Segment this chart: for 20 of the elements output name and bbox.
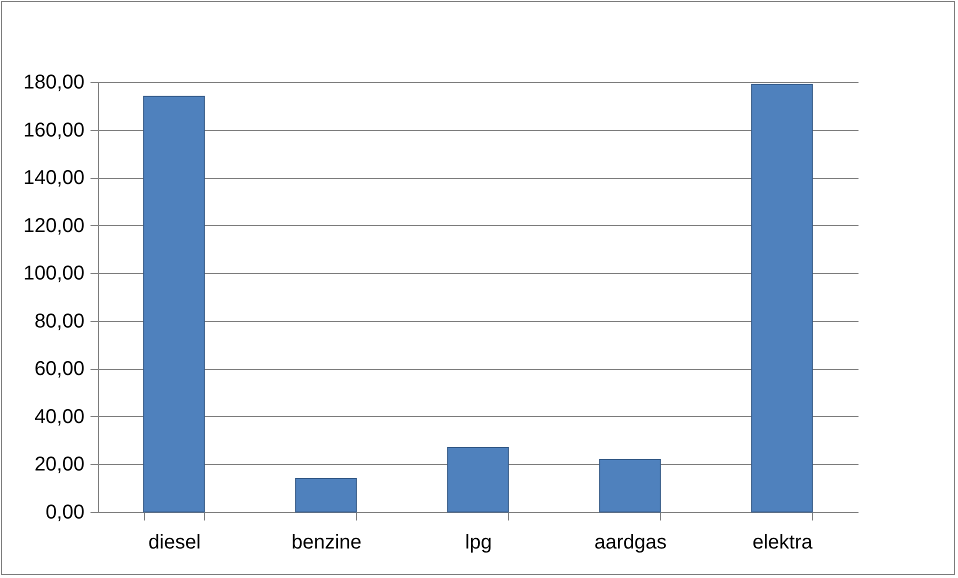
bar [143, 96, 205, 512]
x-tick-label: benzine [291, 532, 362, 554]
y-tick-label: 60,00 [34, 358, 84, 380]
bar [751, 84, 813, 512]
x-tick-label: diesel [148, 532, 201, 554]
y-tick-label: 100,00 [23, 262, 84, 285]
y-tick-label: 0,00 [46, 502, 84, 524]
y-tick-label: 160,00 [23, 119, 84, 142]
bar [599, 458, 661, 512]
x-tick-label: lpg [465, 532, 492, 554]
x-tick-label: elektra [752, 532, 814, 554]
y-tick-label: 180,00 [23, 72, 84, 94]
x-tick-label: aardgas [594, 532, 667, 554]
y-tick-label: 20,00 [34, 454, 84, 476]
y-tick-label: 40,00 [34, 406, 84, 428]
y-tick-label: 80,00 [34, 310, 84, 332]
y-tick-label: 120,00 [23, 214, 84, 237]
bar [447, 447, 509, 512]
bar [295, 478, 357, 512]
y-tick-label: 140,00 [23, 167, 84, 190]
